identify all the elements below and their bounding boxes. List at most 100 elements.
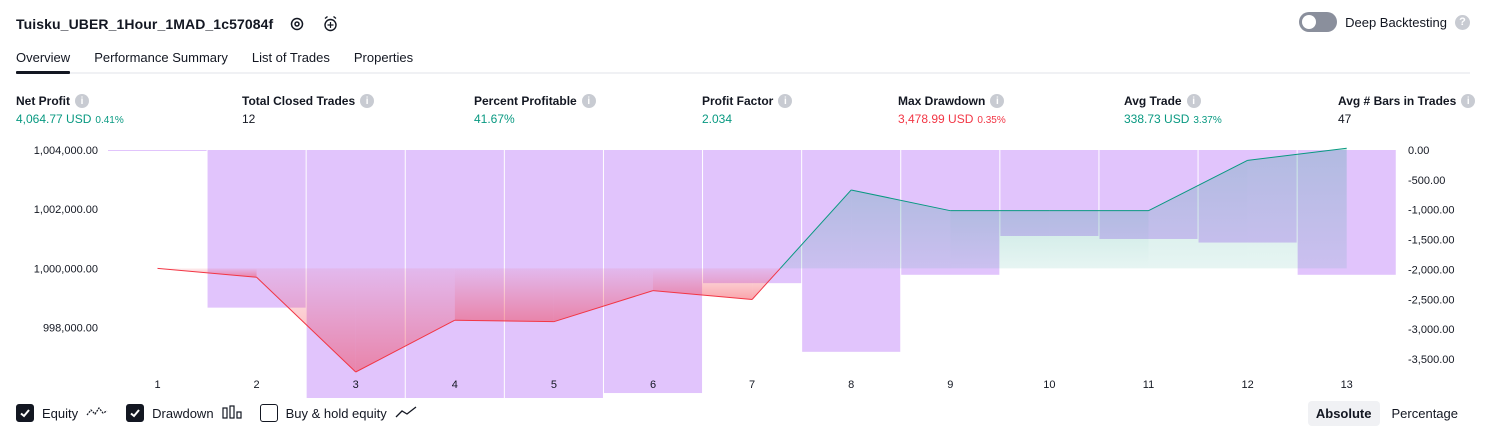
help-icon[interactable]: ? xyxy=(1455,14,1470,30)
y-right-tick-label: -1,000.00 xyxy=(1408,205,1454,217)
metric-percent: 0.41% xyxy=(95,115,124,126)
metric-value: 338.73 USD xyxy=(1124,112,1190,126)
metric-value: 3,478.99 USD xyxy=(898,112,974,126)
absolute-button[interactable]: Absolute xyxy=(1307,401,1380,426)
tab-list-of-trades[interactable]: List of Trades xyxy=(251,50,330,65)
equity-loss-area xyxy=(355,268,455,372)
equity-loss-area xyxy=(454,268,554,322)
equity-line-segment xyxy=(851,189,951,212)
y-right-tick-label: -3,500.00 xyxy=(1408,354,1454,366)
x-tick-label: 2 xyxy=(254,379,260,391)
equity-line-segment xyxy=(355,319,456,373)
legend-drawdown[interactable]: Drawdown xyxy=(126,404,242,422)
deep-backtesting-control: Deep Backtesting ? xyxy=(1299,12,1470,32)
metric-total-closed-trades: Total Closed Trades i 12 xyxy=(242,94,375,126)
y-left-tick-label: 1,000,000.00 xyxy=(34,263,98,275)
info-icon[interactable]: i xyxy=(75,94,89,108)
tab-properties[interactable]: Properties xyxy=(353,50,414,65)
equity-profit-area xyxy=(780,189,852,269)
x-tick-label: 8 xyxy=(848,379,854,391)
metric-label: Profit Factor xyxy=(702,94,774,108)
metric-percent: 0.35% xyxy=(977,115,1006,126)
metric-net-profit: Net Profit i 4,064.77 USD 0.41% xyxy=(16,94,124,126)
info-icon[interactable]: i xyxy=(360,94,375,108)
equity-line-segment xyxy=(779,189,852,269)
equity-line-segment xyxy=(256,276,357,373)
value-mode-switch: Absolute Percentage xyxy=(1307,401,1466,426)
checkbox-checked-icon[interactable] xyxy=(16,404,34,422)
metric-value: 41.67% xyxy=(474,112,515,126)
drawdown-bar xyxy=(703,150,802,284)
y-right-tick-label: -2,500.00 xyxy=(1408,294,1454,306)
equity-wave-icon xyxy=(86,405,108,422)
equity-drawdown-chart[interactable]: 1,004,000.00 1,002,000.00 1,000,000.00 998,… xyxy=(0,140,1486,398)
metric-profit-factor: Profit Factor i 2.034 xyxy=(702,94,793,126)
metric-label: Net Profit xyxy=(16,94,70,108)
x-tick-label: 9 xyxy=(947,379,953,391)
equity-loss-area xyxy=(653,268,753,300)
legend-buy-hold-equity[interactable]: Buy & hold equity xyxy=(259,404,417,422)
legend-label: Equity xyxy=(42,405,79,421)
legend-equity[interactable]: Equity xyxy=(16,404,108,422)
x-tick-label: 7 xyxy=(749,379,755,391)
checkbox-unchecked-icon[interactable] xyxy=(259,404,278,422)
x-tick-label: 5 xyxy=(551,379,557,391)
x-tick-label: 1 xyxy=(154,379,160,391)
equity-profit-area xyxy=(851,189,951,269)
equity-profit-area xyxy=(1247,148,1347,269)
metric-avg-trade: Avg Trade i 338.73 USD 3.37% xyxy=(1124,94,1222,126)
tab-performance-summary[interactable]: Performance Summary xyxy=(94,50,228,65)
legend-label: Buy & hold equity xyxy=(285,405,387,421)
x-tick-label: 3 xyxy=(353,379,359,391)
y-left-tick-label: 1,004,000.00 xyxy=(34,145,98,157)
info-icon[interactable]: i xyxy=(990,94,1005,108)
equity-profit-area xyxy=(950,210,1050,269)
deep-backtesting-label: Deep Backtesting xyxy=(1345,14,1447,30)
equity-profit-area xyxy=(1049,210,1149,269)
equity-line-segment xyxy=(1247,147,1347,161)
percentage-button[interactable]: Percentage xyxy=(1391,406,1459,421)
equity-line-segment xyxy=(157,267,257,278)
equity-line-segment xyxy=(553,290,654,323)
legend-label: Drawdown xyxy=(152,405,214,421)
y-left-tick-label: 1,002,000.00 xyxy=(34,204,98,216)
y-right-tick-label: -2,000.00 xyxy=(1408,264,1454,276)
info-icon[interactable]: i xyxy=(1186,94,1201,108)
strategy-title: Tuisku_UBER_1Hour_1MAD_1c57084f xyxy=(16,16,274,32)
y-right-tick-label: -3,000.00 xyxy=(1408,324,1454,336)
x-tick-label: 11 xyxy=(1143,379,1154,391)
y-right-tick-label: -1,500.00 xyxy=(1408,235,1454,247)
metric-value: 4,064.77 USD xyxy=(16,112,92,126)
y-right-tick-label: -500.00 xyxy=(1408,175,1445,187)
chart-legend: Equity Drawdown Buy & hold equity xyxy=(16,404,417,422)
settings-icon[interactable] xyxy=(287,14,307,34)
info-icon[interactable]: i xyxy=(581,94,596,108)
report-header: Tuisku_UBER_1Hour_1MAD_1c57084f xyxy=(16,10,341,38)
x-tick-label: 13 xyxy=(1341,379,1353,391)
info-icon[interactable]: i xyxy=(1461,94,1476,108)
metric-value: 12 xyxy=(242,112,256,126)
y-left-tick-label: 998,000.00 xyxy=(43,323,98,335)
x-tick-label: 4 xyxy=(452,379,458,391)
tab-overview[interactable]: Overview xyxy=(16,44,71,74)
info-icon[interactable]: i xyxy=(778,94,793,108)
equity-line-segment xyxy=(652,290,753,300)
equity-line-segment xyxy=(454,319,554,323)
metric-avg-bars-in-trades: Avg # Bars in Trades i 47 xyxy=(1338,94,1476,126)
x-tick-label: 10 xyxy=(1043,379,1055,391)
metric-max-drawdown: Max Drawdown i 3,478.99 USD 0.35% xyxy=(898,94,1006,126)
report-tabs: Overview Performance Summary List of Tra… xyxy=(16,44,1470,74)
metric-label: Avg # Bars in Trades xyxy=(1338,94,1457,108)
equity-loss-area xyxy=(553,268,653,322)
deep-backtesting-toggle[interactable] xyxy=(1299,12,1338,32)
equity-line-segment xyxy=(1148,159,1248,212)
metric-label: Percent Profitable xyxy=(474,94,577,108)
metric-percent: 3.37% xyxy=(1193,115,1222,126)
metric-label: Total Closed Trades xyxy=(242,94,356,108)
buy-hold-line-icon xyxy=(395,405,417,422)
drawdown-bars-icon xyxy=(221,404,242,422)
checkbox-checked-icon[interactable] xyxy=(126,404,145,422)
x-tick-label: 12 xyxy=(1241,379,1253,391)
add-alert-icon[interactable] xyxy=(321,14,341,34)
metric-value: 2.034 xyxy=(702,112,733,126)
